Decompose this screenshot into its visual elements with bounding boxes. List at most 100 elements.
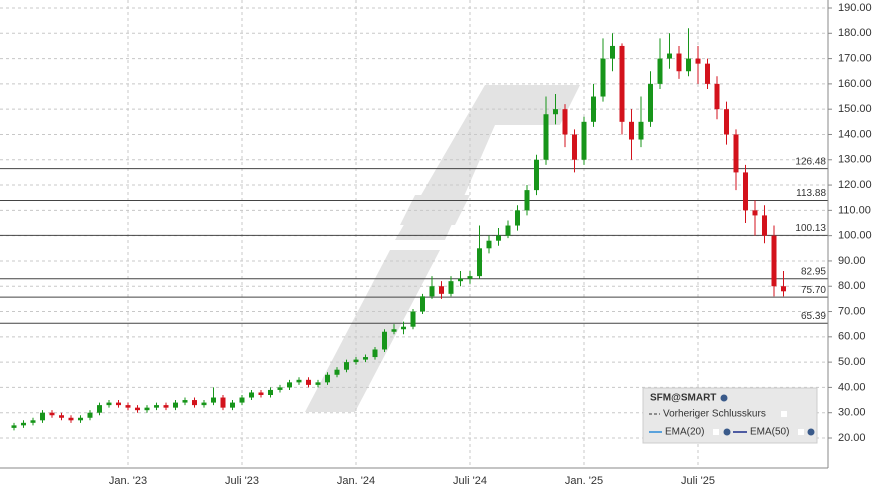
candle-body [135,407,140,411]
candle-body [116,402,121,406]
candle-body [439,286,444,294]
legend-icon [720,394,728,402]
x-tick-label: Juli '25 [681,475,715,487]
x-tick-label: Juli '24 [453,475,487,487]
levels: 126.48 113.88 100.13 82.95 75.70 65.39 [0,156,828,324]
x-tick-label: Juli '23 [225,475,259,487]
candle-body [30,420,36,423]
y-tick-label: 50.00 [838,356,866,368]
candle-body [68,417,74,421]
candle-body [581,121,587,160]
candle-body [382,331,387,350]
candle-body [220,397,226,408]
level-label: 100.13 [795,223,826,234]
candle-body [600,58,606,97]
candle-body [268,389,273,395]
x-tick-label: Jan. '24 [337,475,375,487]
candle-body [534,159,539,191]
candle-body [391,329,397,332]
candle-body [334,369,340,375]
candle-body [163,405,169,408]
candle-body [619,45,625,122]
candle-body [524,190,530,211]
candle-body [125,405,131,408]
candle-body [277,387,283,390]
candle-body [40,412,45,421]
y-tick-label: 190.00 [838,2,872,14]
legend-title: SFM@SMART [650,393,716,404]
y-tick-label: 170.00 [838,52,872,64]
candle-body [781,286,786,292]
candle-body [372,349,378,358]
candle-body [258,392,264,395]
legend-icon [723,428,731,436]
y-tick-label: 80.00 [838,280,866,292]
candle-body [496,235,501,241]
candle-body [467,276,473,279]
candle-body [458,278,463,282]
candle-body [106,402,112,406]
x-tick-label: Jan. '23 [109,475,147,487]
candle-body [676,53,682,72]
legend-item: Vorheriger Schlusskurs [663,409,766,420]
y-tick-label: 70.00 [838,305,866,317]
y-tick-label: 140.00 [838,128,872,140]
candle-body [49,412,55,416]
y-tick-label: 40.00 [838,381,866,393]
candle-body [21,422,26,426]
candle-body [448,281,454,294]
level-label: 65.39 [801,311,826,322]
y-tick-label: 100.00 [838,230,872,242]
y-tick-label: 150.00 [838,103,872,115]
candle-body [762,215,767,236]
candle-body [315,382,321,385]
legend-checkbox[interactable] [781,411,787,417]
candle-body [211,397,216,403]
candle-body [249,392,254,398]
candle-body [87,412,93,418]
candle-body [629,121,634,140]
candle-body [353,359,359,363]
candle-body [325,374,330,383]
candle-body [401,326,406,330]
candle-body [239,397,245,403]
candle-body [695,58,701,64]
y-tick-label: 120.00 [838,179,872,191]
y-tick-label: 130.00 [838,154,872,166]
candle-body [230,402,235,408]
candle-body [515,210,520,226]
legend-item: EMA(50) [750,427,789,438]
candle-body [201,402,207,406]
candle-body [505,225,511,236]
y-tick-label: 20.00 [838,432,866,444]
candle-body [486,240,492,249]
candle-body [306,379,311,385]
candle-body [771,235,777,287]
y-tick-label: 180.00 [838,27,872,39]
candle-body [477,248,482,277]
legend-checkbox[interactable] [798,429,804,435]
x-tick-label: Jan. '25 [565,475,603,487]
candle-body [705,63,710,84]
y-tick-label: 110.00 [838,204,871,216]
y-tick-label: 60.00 [838,331,866,343]
candle-body [591,96,596,122]
candle-body [410,311,416,327]
candle-body [638,121,644,140]
candle-body [429,286,435,297]
candle-body [344,362,349,370]
candle-body [752,210,758,216]
candle-body [173,402,178,408]
legend-checkbox[interactable] [713,429,719,435]
candle-body [562,109,568,135]
legend-item: EMA(20) [665,427,704,438]
candle-body [192,400,197,406]
candle-body [714,83,720,110]
candle-body [743,172,748,211]
candle-body [648,83,653,122]
candle-body [420,296,425,312]
level-label: 113.88 [796,188,826,199]
candle-body [724,109,729,135]
legend: SFM@SMART Vorheriger Schlusskurs EMA(20)… [642,387,818,444]
